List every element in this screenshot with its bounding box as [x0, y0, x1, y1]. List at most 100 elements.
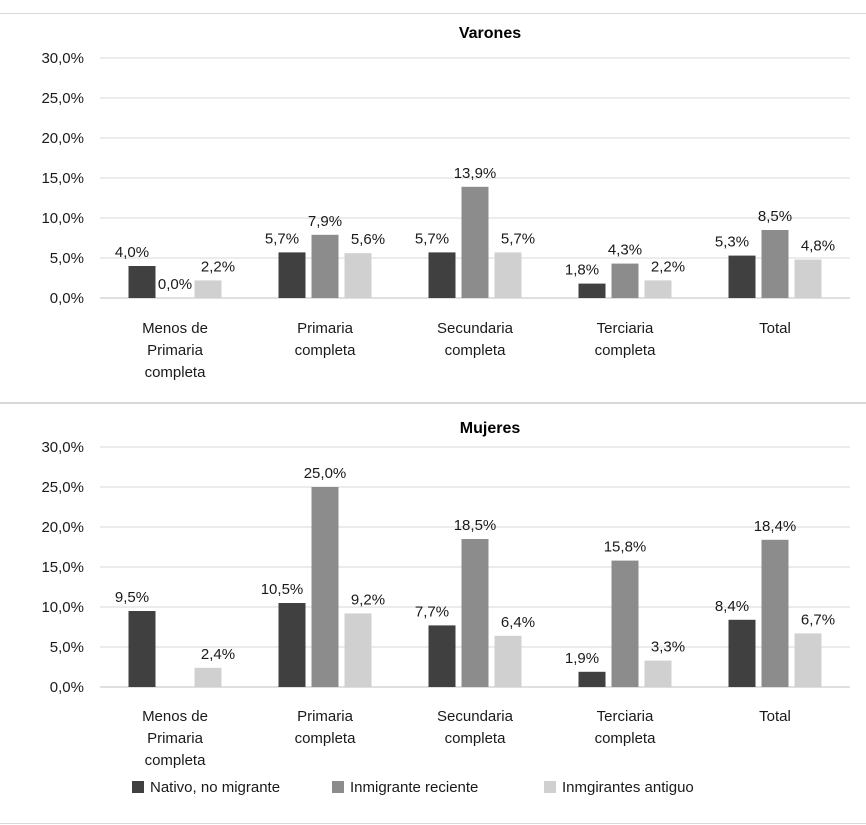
data-label: 2,2%: [651, 258, 685, 275]
data-label: 5,6%: [351, 231, 385, 248]
data-label: 1,9%: [565, 650, 599, 667]
category-label: Primaria: [297, 708, 353, 725]
bar: [761, 539, 789, 687]
data-label: 3,3%: [651, 639, 685, 656]
category-label: Menos de: [142, 708, 208, 725]
y-tick-label: 15,0%: [41, 559, 84, 576]
y-tick-label: 5,0%: [50, 639, 84, 656]
bar: [761, 230, 789, 298]
category-label: completa: [145, 752, 207, 769]
bar: [644, 280, 672, 298]
bar: [611, 560, 639, 687]
data-label: 5,3%: [715, 234, 749, 251]
bar: [278, 603, 306, 687]
bar: [278, 252, 306, 298]
data-label: 15,8%: [604, 539, 647, 556]
bar: [311, 234, 339, 298]
data-label: 5,7%: [415, 230, 449, 247]
category-label: completa: [445, 342, 507, 359]
chart-panel-mujeres: Mujeres 0,0% 5,0% 10,0% 15,0% 20,0% 25,0% 30,0%…: [0, 403, 866, 824]
bar: [128, 266, 156, 298]
data-label: 4,8%: [801, 238, 835, 255]
data-label: 18,4%: [754, 518, 797, 535]
category-label: Secundaria: [437, 708, 514, 725]
bar: [428, 252, 456, 298]
bar: [794, 259, 822, 298]
category-label: completa: [295, 730, 357, 747]
legend-label: Nativo, no migrante: [150, 779, 280, 796]
data-label: 4,3%: [608, 242, 642, 259]
chart-varones: Varones 0,0% 5,0% 10,0% 15,0% 20,0% 25,0% 30,0%…: [41, 25, 850, 381]
bar: [428, 625, 456, 687]
y-tick-label: 0,0%: [50, 679, 84, 696]
y-tick-label: 20,0%: [41, 519, 84, 536]
data-label: 0,0%: [158, 276, 192, 293]
bar: [344, 253, 372, 298]
bar: [494, 252, 522, 298]
y-tick-label: 10,0%: [41, 210, 84, 227]
category-label: Menos de: [142, 320, 208, 337]
bar: [578, 283, 606, 298]
data-label: 9,2%: [351, 591, 385, 608]
bar: [728, 255, 756, 298]
category-label: Secundaria: [437, 320, 514, 337]
data-label: 9,5%: [115, 589, 149, 606]
data-label: 7,9%: [308, 213, 342, 230]
legend-swatch: [132, 781, 144, 793]
data-label: 13,9%: [454, 165, 497, 182]
chart-title: Mujeres: [460, 420, 521, 437]
y-tick-label: 15,0%: [41, 170, 84, 187]
category-label: completa: [595, 342, 657, 359]
data-label: 25,0%: [304, 465, 347, 482]
data-label: 18,5%: [454, 517, 497, 534]
bar: [344, 613, 372, 687]
y-tick-label: 25,0%: [41, 90, 84, 107]
legend-swatch: [544, 781, 556, 793]
category-label: completa: [145, 364, 207, 381]
y-tick-label: 30,0%: [41, 439, 84, 456]
category-label: Primaria: [147, 730, 203, 747]
bar: [578, 671, 606, 687]
data-label: 5,7%: [501, 230, 535, 247]
y-tick-label: 5,0%: [50, 250, 84, 267]
y-tick-label: 30,0%: [41, 50, 84, 67]
chart-mujeres: Mujeres 0,0% 5,0% 10,0% 15,0% 20,0% 25,0% 30,0%…: [41, 420, 850, 796]
data-label: 5,7%: [265, 230, 299, 247]
data-label: 8,5%: [758, 208, 792, 225]
bar: [644, 660, 672, 687]
data-label: 1,8%: [565, 262, 599, 279]
y-tick-label: 20,0%: [41, 130, 84, 147]
y-tick-label: 0,0%: [50, 290, 84, 307]
category-label: completa: [445, 730, 507, 747]
bar: [611, 263, 639, 298]
category-label: completa: [595, 730, 657, 747]
bar: [494, 635, 522, 687]
legend-label: Inmgirantes antiguo: [562, 779, 694, 796]
data-label: 2,2%: [201, 258, 235, 275]
bar: [194, 280, 222, 298]
data-label: 6,7%: [801, 611, 835, 628]
data-label: 4,0%: [115, 244, 149, 261]
chart-title: Varones: [459, 25, 521, 42]
chart-panel-varones: Varones 0,0% 5,0% 10,0% 15,0% 20,0% 25,0% 30,0%…: [0, 13, 866, 403]
bar: [794, 633, 822, 687]
bar: [728, 619, 756, 687]
legend-swatch: [332, 781, 344, 793]
bar: [194, 667, 222, 687]
category-label: Primaria: [297, 320, 353, 337]
category-label: Total: [759, 708, 791, 725]
data-label: 8,4%: [715, 598, 749, 615]
category-label: completa: [295, 342, 357, 359]
data-label: 2,4%: [201, 646, 235, 663]
data-label: 10,5%: [261, 581, 304, 598]
data-label: 7,7%: [415, 603, 449, 620]
bar: [461, 539, 489, 687]
y-tick-label: 10,0%: [41, 599, 84, 616]
category-label: Total: [759, 320, 791, 337]
legend-label: Inmigrante reciente: [350, 779, 478, 796]
bar: [461, 186, 489, 298]
category-label: Terciaria: [597, 708, 654, 725]
category-label: Primaria: [147, 342, 203, 359]
data-label: 6,4%: [501, 614, 535, 631]
bar: [311, 487, 339, 687]
